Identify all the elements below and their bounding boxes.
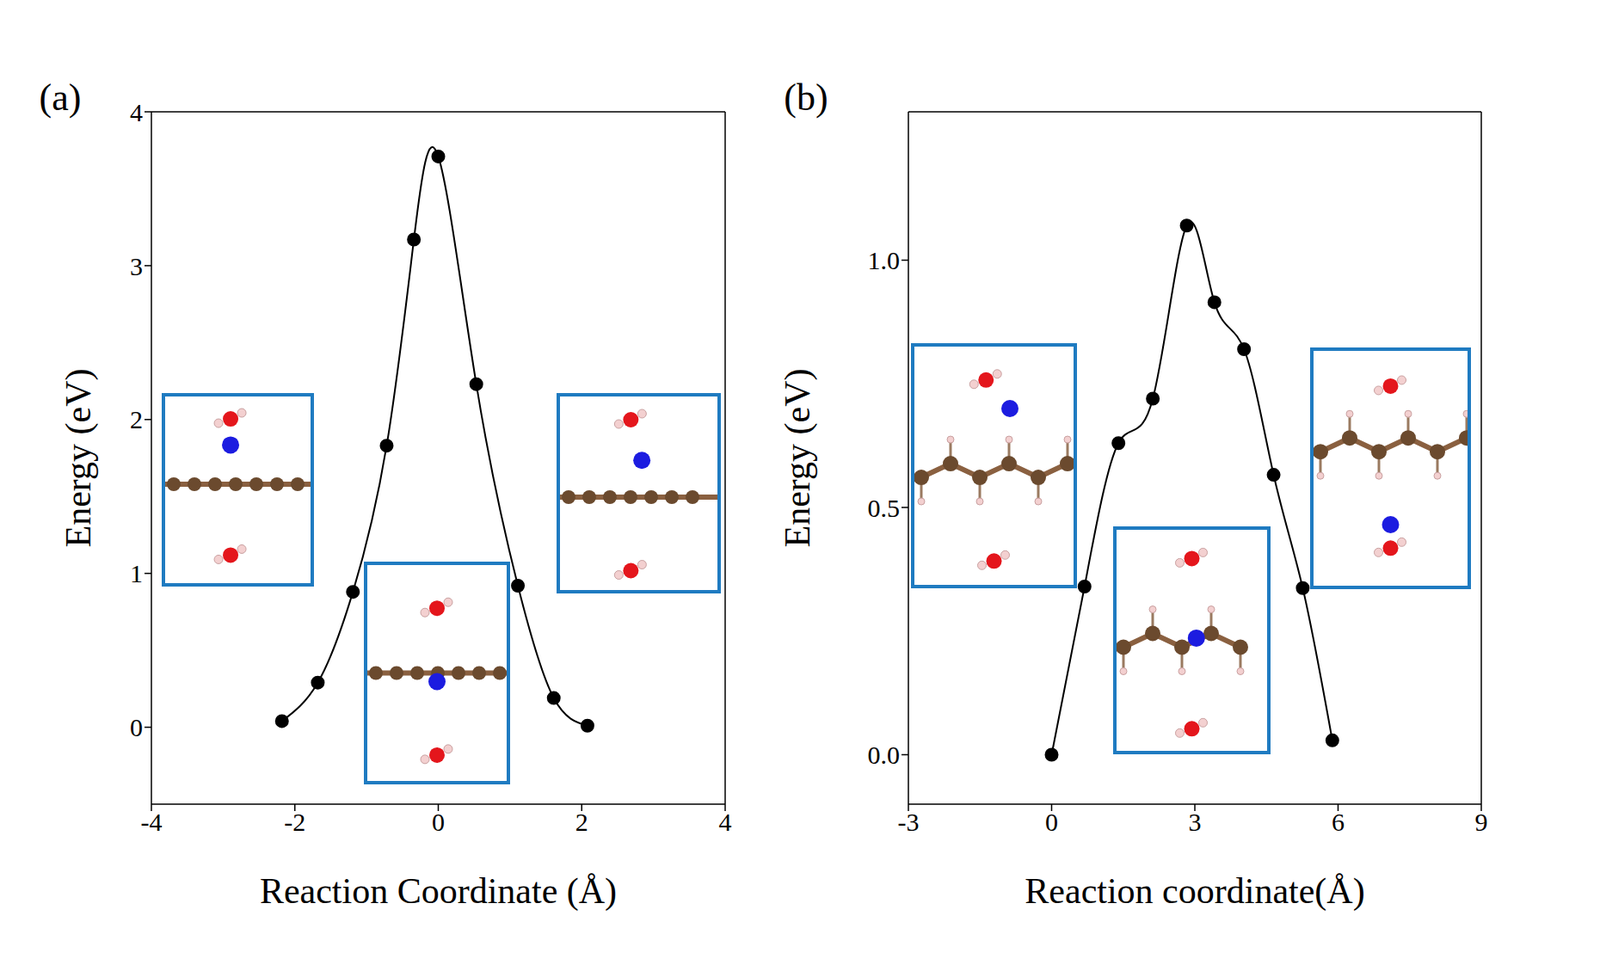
svg-text:Reaction coordinate(Å): Reaction coordinate(Å) <box>1024 871 1365 912</box>
svg-text:-2: -2 <box>283 807 306 837</box>
svg-text:Reaction Coordinate (Å): Reaction Coordinate (Å) <box>259 871 617 912</box>
svg-text:0: 0 <box>129 713 143 742</box>
svg-text:0: 0 <box>1045 807 1059 837</box>
svg-text:0.0: 0.0 <box>867 740 901 770</box>
svg-text:2: 2 <box>129 405 143 434</box>
svg-text:4: 4 <box>719 807 733 837</box>
svg-text:1.0: 1.0 <box>867 246 901 275</box>
svg-text:(b): (b) <box>783 76 828 119</box>
svg-text:0.5: 0.5 <box>867 493 901 523</box>
svg-text:Energy (eV): Energy (eV) <box>777 369 819 548</box>
svg-text:Energy (eV): Energy (eV) <box>58 369 99 548</box>
svg-text:9: 9 <box>1475 807 1489 837</box>
svg-text:0: 0 <box>431 807 445 837</box>
svg-text:3: 3 <box>129 252 143 281</box>
svg-text:4: 4 <box>129 98 143 127</box>
svg-text:1: 1 <box>129 559 143 588</box>
svg-text:(a): (a) <box>39 76 82 119</box>
svg-text:-3: -3 <box>898 807 920 837</box>
svg-text:6: 6 <box>1331 807 1345 837</box>
svg-text:-4: -4 <box>141 807 163 837</box>
svg-text:3: 3 <box>1188 807 1202 837</box>
svg-text:2: 2 <box>575 807 589 837</box>
